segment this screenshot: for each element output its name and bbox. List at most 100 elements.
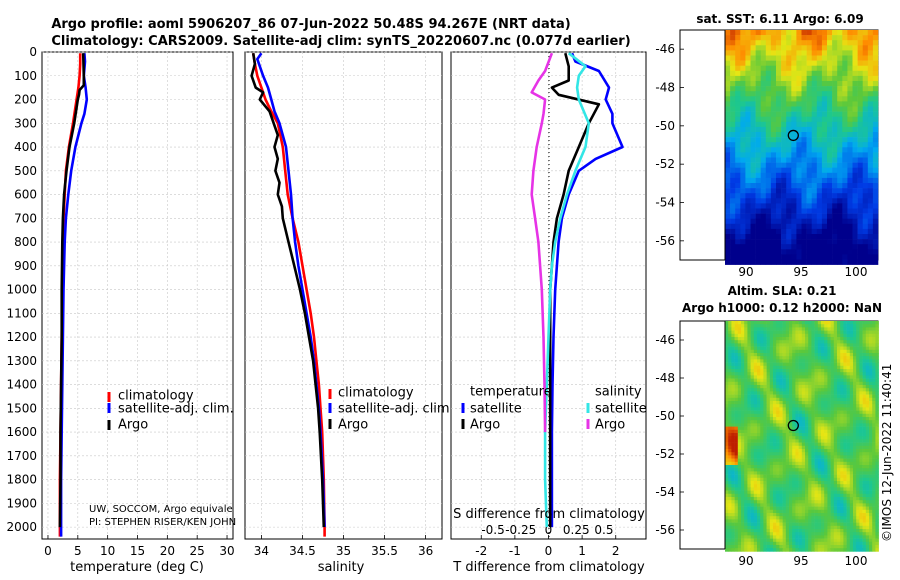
heatmap-cell	[816, 40, 823, 46]
heatmap-cell	[808, 497, 812, 501]
heatmap-cell	[814, 497, 819, 501]
heatmap-cell	[779, 449, 783, 453]
heatmap-cell	[728, 401, 732, 405]
heatmap-cell	[766, 404, 771, 408]
heatmap-cell	[737, 506, 742, 511]
heatmap-cell	[821, 362, 825, 367]
heatmap-cell	[760, 259, 767, 265]
heatmap-cell	[811, 388, 815, 392]
heatmap-cell	[867, 30, 874, 36]
heatmap-cell	[796, 218, 802, 225]
heatmap-cell	[824, 407, 828, 411]
heatmap-cell	[814, 401, 819, 405]
heatmap-cell	[737, 481, 742, 485]
heatmap-cell	[842, 208, 848, 214]
legend-label-t-argo: Argo	[470, 418, 500, 433]
heatmap-cell	[760, 193, 767, 199]
heatmap-cell	[734, 493, 739, 498]
heatmap-cell	[766, 346, 771, 351]
heatmap-cell	[781, 198, 787, 204]
heatmap-cell	[745, 188, 751, 194]
heatmap-cell	[843, 362, 847, 367]
heatmap-cell	[795, 452, 799, 456]
heatmap-cell	[847, 198, 853, 204]
heatmap-cell	[853, 410, 857, 415]
heatmap-cell	[796, 193, 802, 199]
heatmap-cell	[849, 362, 854, 367]
heatmap-cell	[865, 337, 870, 341]
heatmap-cell	[872, 356, 876, 360]
heatmap-cell	[765, 55, 772, 61]
heatmap-cell	[734, 369, 739, 373]
heatmap-cell	[872, 142, 879, 148]
heatmap-cell	[865, 519, 870, 523]
heatmap-cell	[763, 388, 767, 392]
heatmap-cell	[811, 391, 815, 395]
heatmap-cell	[785, 321, 790, 325]
heatmap-cell	[776, 330, 780, 335]
heatmap-cell	[745, 193, 751, 199]
heatmap-cell	[805, 516, 809, 520]
heatmap-cell	[849, 465, 854, 469]
heatmap-cell	[827, 346, 831, 351]
heatmap-cell	[785, 493, 790, 498]
heatmap-cell	[753, 369, 758, 373]
heatmap-cell	[728, 490, 732, 495]
heatmap-cell	[785, 461, 790, 466]
heatmap-cell	[847, 162, 853, 168]
heatmap-cell	[792, 490, 796, 495]
heatmap-cell	[734, 381, 739, 386]
heatmap-cell	[837, 404, 841, 408]
heatmap-cell	[821, 493, 825, 498]
heatmap-cell	[763, 487, 767, 491]
heatmap-cell	[849, 439, 854, 443]
heatmap-cell	[849, 397, 854, 402]
heatmap-cell	[781, 45, 787, 51]
heatmap-cell	[766, 474, 771, 479]
heatmap-cell	[852, 254, 858, 260]
heatmap-cell	[782, 369, 787, 373]
heatmap-cell	[859, 397, 863, 402]
heatmap-cell	[765, 228, 772, 235]
heatmap-cell	[862, 388, 867, 392]
heatmap-cell	[798, 471, 803, 475]
heatmap-cell	[872, 254, 879, 260]
heatmap-cell	[837, 381, 841, 386]
heatmap-cell	[830, 538, 835, 543]
heatmap-cell	[747, 340, 751, 344]
heatmap-cell	[805, 375, 809, 379]
heatmap-cell	[872, 378, 876, 383]
heatmap-cell	[808, 413, 812, 418]
heatmap-cell	[821, 40, 828, 46]
heatmap-cell	[852, 228, 858, 235]
heatmap-cell	[773, 458, 777, 463]
heatmap-cell	[842, 45, 848, 51]
heatmap-cell	[744, 391, 748, 395]
heatmap-cell	[856, 449, 860, 453]
heatmap-cell	[821, 45, 828, 51]
legend-label-climatology: climatology	[118, 389, 194, 404]
heatmap-cell	[776, 106, 782, 112]
heatmap-cell	[776, 442, 780, 447]
heatmap-cell	[785, 330, 790, 335]
heatmap-cell	[795, 407, 799, 411]
heatmap-cell	[875, 436, 879, 440]
heatmap-cell	[798, 545, 803, 549]
heatmap-cell	[859, 452, 863, 456]
heatmap-cell	[789, 442, 793, 447]
heatmap-cell	[770, 157, 777, 163]
heatmap-cell	[766, 369, 771, 373]
heatmap-cell	[862, 239, 869, 245]
heatmap-cell	[827, 101, 833, 107]
heatmap-cell	[811, 349, 815, 354]
heatmap-cell	[763, 356, 767, 360]
heatmap-cell	[869, 343, 873, 347]
heatmap-cell	[837, 106, 843, 112]
heatmap-cell	[824, 436, 828, 440]
heatmap-cell	[811, 343, 815, 347]
x-tick-label: 20	[160, 544, 175, 558]
heatmap-cell	[744, 353, 748, 357]
heatmap-cell	[859, 410, 863, 415]
heatmap-cell	[849, 471, 854, 475]
legend-title-salinity: salinity	[595, 385, 642, 400]
